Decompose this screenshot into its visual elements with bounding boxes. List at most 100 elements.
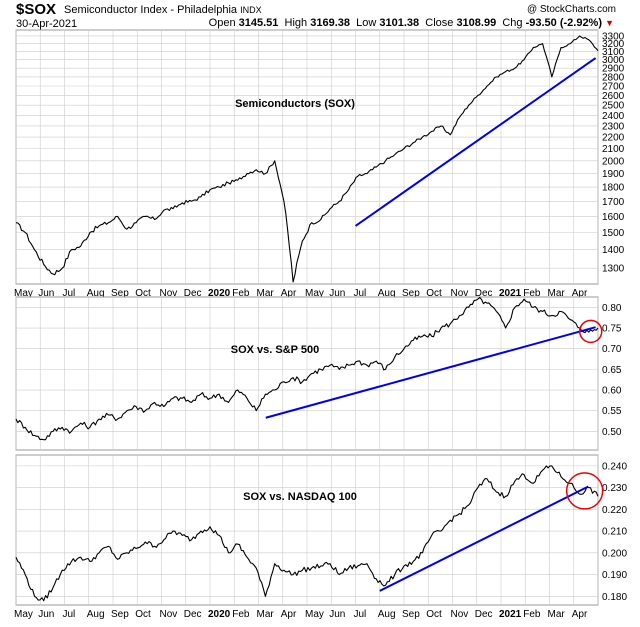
x-tick-label: May bbox=[14, 609, 33, 620]
x-tick-label: Aug bbox=[87, 288, 105, 299]
x-tick-label: Mar bbox=[548, 609, 566, 620]
x-tick-label: 2021 bbox=[499, 288, 522, 299]
x-tick-label: Dec bbox=[475, 288, 493, 299]
panel-annotation: Semiconductors (SOX) bbox=[235, 98, 355, 110]
y-tick-label: 1800 bbox=[602, 183, 625, 194]
y-tick-label: 0.200 bbox=[602, 548, 627, 559]
y-tick-label: 2800 bbox=[602, 72, 625, 83]
y-tick-label: 0.75 bbox=[602, 324, 622, 335]
y-tick-label: 0.50 bbox=[602, 427, 622, 438]
brand-label: @ StockCharts.com bbox=[526, 4, 616, 15]
trendline bbox=[265, 326, 596, 419]
highlight-circle bbox=[578, 319, 603, 344]
x-tick-label: Dec bbox=[184, 609, 202, 620]
x-tick-label: Nov bbox=[451, 288, 469, 299]
low-value: 3101.38 bbox=[379, 17, 420, 29]
y-tick-label: 2000 bbox=[602, 156, 625, 167]
y-tick-label: 0.230 bbox=[602, 483, 627, 494]
x-tick-label: Feb bbox=[523, 288, 541, 299]
x-tick-label: May bbox=[305, 288, 324, 299]
y-tick-label: 0.180 bbox=[602, 592, 627, 603]
x-tick-label: Apr bbox=[281, 288, 297, 299]
y-tick-label: 2500 bbox=[602, 101, 625, 112]
x-tick-label: Dec bbox=[184, 288, 202, 299]
x-tick-label: 2021 bbox=[499, 609, 522, 620]
x-tick-label: 2020 bbox=[208, 609, 231, 620]
x-tick-label: Aug bbox=[378, 288, 396, 299]
trendline bbox=[354, 57, 597, 227]
y-tick-label: 0.240 bbox=[602, 461, 627, 472]
x-tick-label: Nov bbox=[160, 288, 178, 299]
y-tick-label: 2300 bbox=[602, 121, 625, 132]
chart-date: 30-Apr-2021 bbox=[16, 18, 78, 30]
panel-annotation: SOX vs. S&P 500 bbox=[231, 344, 319, 356]
low-label: Low bbox=[356, 17, 377, 29]
highlight-circle bbox=[565, 472, 604, 510]
y-tick-label: 1500 bbox=[602, 228, 625, 239]
y-tick-label: 0.70 bbox=[602, 344, 622, 355]
x-tick-label: Aug bbox=[87, 609, 105, 620]
exchange-label: INDX bbox=[240, 5, 262, 15]
price-line bbox=[15, 465, 599, 602]
x-tick-label: Feb bbox=[523, 609, 541, 620]
x-tick-label: Feb bbox=[232, 288, 250, 299]
price-line bbox=[15, 35, 599, 283]
high-label: High bbox=[284, 17, 308, 29]
trendline bbox=[379, 485, 589, 592]
x-tick-label: Sep bbox=[402, 609, 420, 620]
x-tick-label: Apr bbox=[572, 288, 588, 299]
down-arrow-icon: ▼ bbox=[605, 18, 614, 28]
y-tick-label: 3000 bbox=[602, 55, 625, 66]
x-tick-label: Jul bbox=[354, 288, 367, 299]
x-tick-label: Oct bbox=[135, 609, 151, 620]
close-value: 3108.99 bbox=[456, 17, 497, 29]
high-value: 3169.38 bbox=[310, 17, 350, 29]
x-tick-label: May bbox=[14, 288, 33, 299]
y-tick-label: 2600 bbox=[602, 91, 625, 102]
x-tick-label: Aug bbox=[378, 609, 396, 620]
x-tick-label: Jun bbox=[329, 609, 345, 620]
x-tick-label: May bbox=[305, 609, 324, 620]
x-tick-label: Oct bbox=[135, 288, 151, 299]
x-tick-label: Jun bbox=[38, 609, 54, 620]
y-tick-label: 3200 bbox=[602, 39, 625, 50]
y-tick-label: 3100 bbox=[602, 47, 625, 58]
y-tick-label: 2400 bbox=[602, 111, 625, 122]
x-tick-label: Mar bbox=[257, 288, 275, 299]
open-label: Open bbox=[208, 17, 236, 29]
y-tick-label: 2100 bbox=[602, 144, 625, 155]
x-tick-label: Jun bbox=[38, 288, 54, 299]
panel-annotation: SOX vs. NASDAQ 100 bbox=[243, 491, 357, 503]
y-tick-label: 2900 bbox=[602, 64, 625, 75]
x-tick-label: Mar bbox=[548, 288, 566, 299]
x-tick-label: Sep bbox=[402, 288, 420, 299]
x-tick-label: Nov bbox=[160, 609, 178, 620]
x-tick-label: Sep bbox=[111, 609, 129, 620]
x-tick-label: Oct bbox=[426, 609, 442, 620]
chg-value: -93.50 (-2.92%) bbox=[525, 17, 603, 29]
ticker-symbol: $SOX bbox=[16, 1, 57, 18]
y-tick-label: 0.220 bbox=[602, 505, 627, 516]
open-value: 3145.51 bbox=[238, 17, 279, 29]
x-tick-label: Sep bbox=[111, 288, 129, 299]
y-tick-label: 0.55 bbox=[602, 406, 622, 417]
x-tick-label: Mar bbox=[257, 609, 275, 620]
ticker-description: Semiconductor Index - Philadelphia INDX bbox=[64, 4, 262, 16]
x-tick-label: Nov bbox=[451, 609, 469, 620]
y-tick-label: 1300 bbox=[602, 264, 625, 275]
x-tick-label: Jun bbox=[329, 288, 345, 299]
y-tick-label: 0.190 bbox=[602, 570, 627, 581]
y-tick-label: 2700 bbox=[602, 81, 625, 92]
y-tick-label: 1600 bbox=[602, 212, 625, 223]
x-tick-label: Jul bbox=[354, 609, 367, 620]
y-tick-label: 3300 bbox=[602, 31, 625, 42]
y-tick-label: 1400 bbox=[602, 245, 625, 256]
x-tick-label: Apr bbox=[572, 609, 588, 620]
x-tick-label: Jul bbox=[63, 609, 76, 620]
x-tick-label: Apr bbox=[281, 609, 297, 620]
y-tick-label: 0.210 bbox=[602, 527, 627, 538]
x-tick-label: 2020 bbox=[208, 288, 231, 299]
y-tick-label: 0.80 bbox=[602, 303, 622, 314]
